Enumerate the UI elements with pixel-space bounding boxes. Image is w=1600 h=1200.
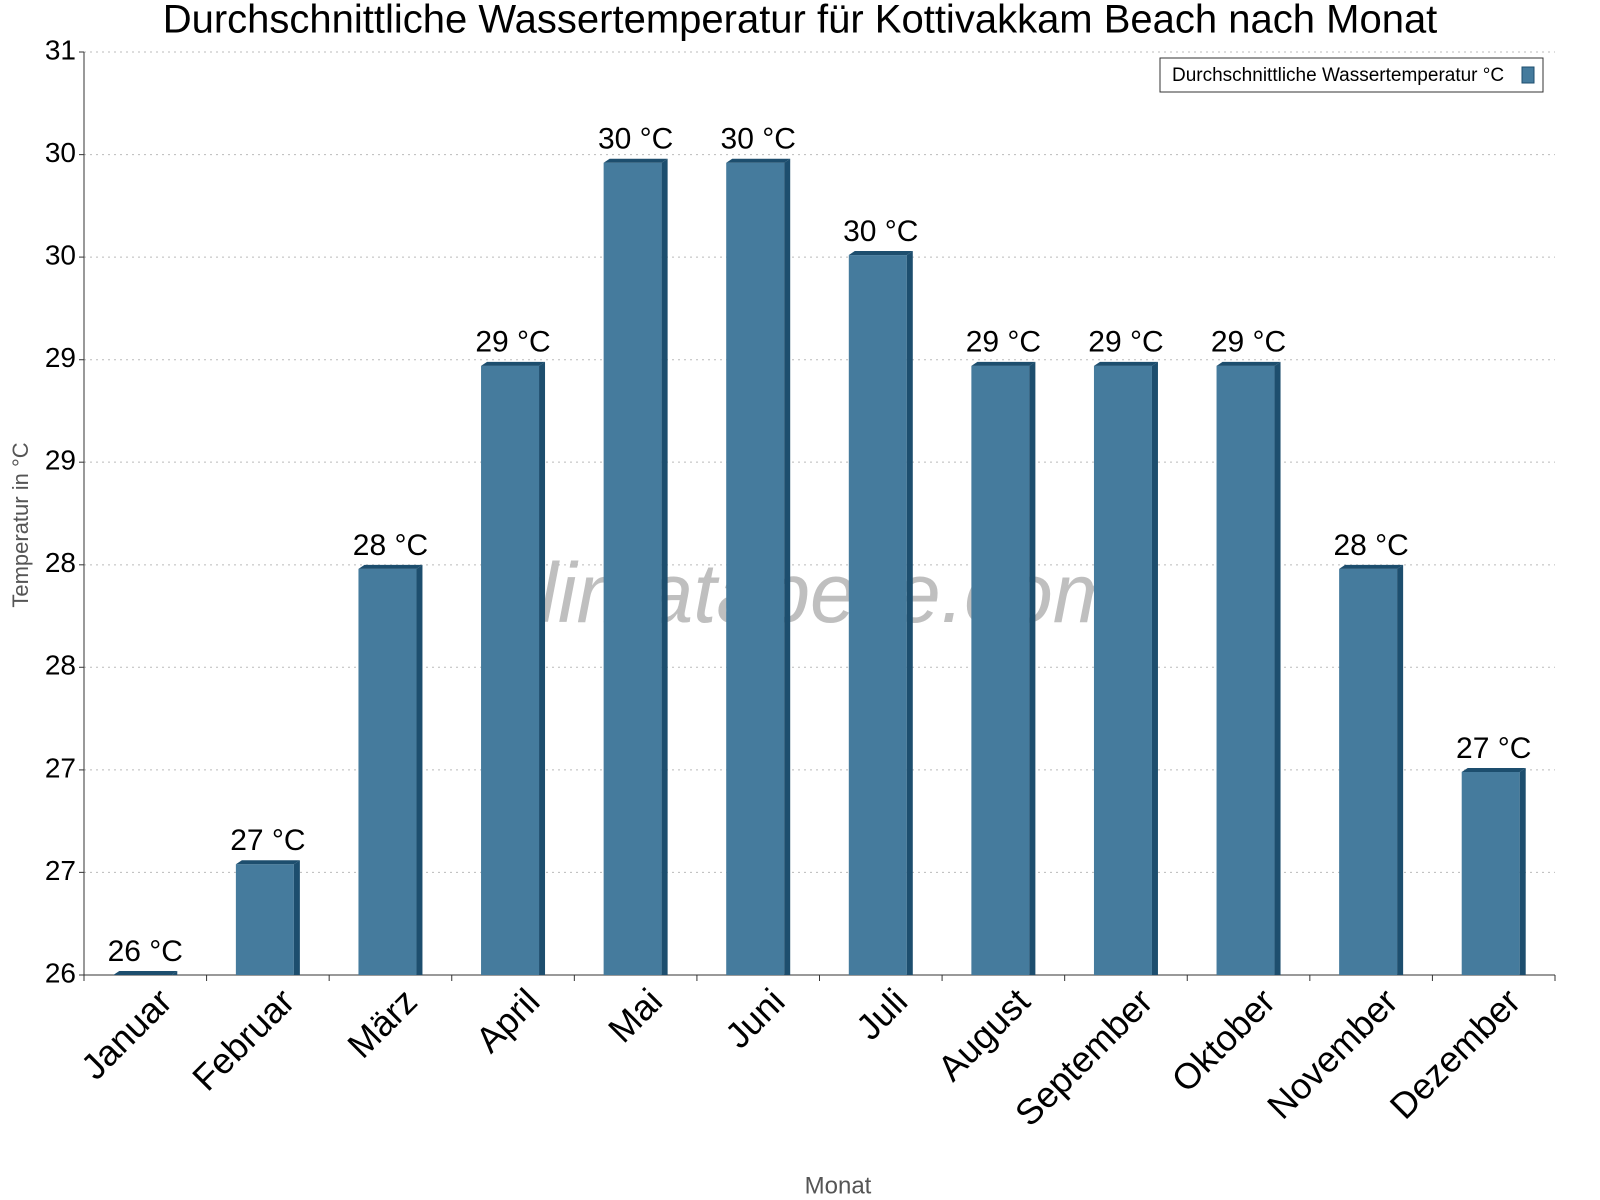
y-tick-label: 27 xyxy=(45,752,76,783)
bar-group xyxy=(848,251,913,975)
value-label: 29 °C xyxy=(1211,326,1286,359)
y-tick-label: 27 xyxy=(45,855,76,886)
bar xyxy=(1093,365,1152,975)
bar xyxy=(1216,365,1275,975)
x-tick-label: Juli xyxy=(848,980,915,1047)
bar-side xyxy=(784,158,791,975)
bar-top xyxy=(971,361,1036,366)
x-tick-label: Februar xyxy=(184,980,302,1098)
bar xyxy=(235,864,294,975)
bar-top xyxy=(358,564,423,569)
bar-side xyxy=(416,564,423,975)
y-tick-label: 30 xyxy=(45,239,76,270)
bar xyxy=(603,162,662,975)
bar-group xyxy=(726,158,791,975)
value-label: 27 °C xyxy=(230,824,305,857)
x-tick-label: November xyxy=(1259,980,1405,1126)
bar-top xyxy=(481,361,546,366)
chart-title: Durchschnittliche Wassertemperatur für K… xyxy=(163,0,1438,42)
bar-side xyxy=(1397,564,1404,975)
y-tick-label: 28 xyxy=(45,547,76,578)
value-label: 26 °C xyxy=(108,935,183,968)
bar-side xyxy=(1519,767,1526,975)
bar-top xyxy=(1339,564,1404,569)
bar-top xyxy=(235,860,300,865)
bar-top xyxy=(1216,361,1281,366)
bar-side xyxy=(906,251,913,975)
bar-group xyxy=(1093,361,1158,975)
value-label: 27 °C xyxy=(1456,732,1531,765)
x-tick-label: August xyxy=(930,980,1038,1088)
x-tick-label: Januar xyxy=(73,980,180,1087)
x-tick-label: Oktober xyxy=(1163,980,1283,1100)
value-label: 29 °C xyxy=(475,326,550,359)
x-tick-label: März xyxy=(339,980,425,1066)
y-tick-label: 29 xyxy=(45,342,76,373)
legend-box xyxy=(1159,57,1544,93)
bar-top xyxy=(726,158,791,163)
bar xyxy=(481,365,540,975)
bar xyxy=(1461,771,1520,975)
value-label: 30 °C xyxy=(721,123,796,156)
y-tick-label: 28 xyxy=(45,650,76,681)
x-tick-label: Mai xyxy=(600,980,670,1050)
bar-top xyxy=(1093,361,1158,366)
bar-top xyxy=(603,158,668,163)
x-tick-label: Dezember xyxy=(1382,980,1528,1126)
bar-top xyxy=(113,971,178,975)
bar-side xyxy=(1029,361,1036,975)
bar-side xyxy=(1274,361,1281,975)
y-axis-title: Temperatur in °C xyxy=(8,442,33,607)
value-label: 28 °C xyxy=(353,529,428,562)
bar-group xyxy=(113,971,178,975)
bar-group xyxy=(603,158,668,975)
x-tick-label: April xyxy=(468,980,548,1060)
bar-side xyxy=(539,361,546,975)
y-tick-label: 26 xyxy=(45,957,76,988)
x-tick-label: Juni xyxy=(717,980,793,1056)
value-label: 28 °C xyxy=(1333,529,1408,562)
bar xyxy=(726,162,785,975)
x-axis-title: Monat xyxy=(805,1172,872,1199)
bar-group xyxy=(235,860,300,975)
value-label: 30 °C xyxy=(843,215,918,248)
bar-side xyxy=(293,860,300,975)
bar-side xyxy=(1151,361,1158,975)
value-label: 29 °C xyxy=(1088,326,1163,359)
bar-group xyxy=(1461,767,1526,975)
bar xyxy=(358,568,417,975)
y-tick-label: 31 xyxy=(45,34,76,65)
value-label: 29 °C xyxy=(966,326,1041,359)
y-tick-label: 29 xyxy=(45,445,76,476)
bar xyxy=(848,255,907,975)
value-label: 30 °C xyxy=(598,123,673,156)
bar-group xyxy=(358,564,423,975)
bar-group xyxy=(1339,564,1404,975)
bar-top xyxy=(1461,767,1526,772)
legend-swatch xyxy=(1521,66,1535,84)
y-tick-label: 30 xyxy=(45,137,76,168)
legend-label: Durchschnittliche Wassertemperatur °C xyxy=(1172,65,1504,86)
bar-group xyxy=(1216,361,1281,975)
bar-group xyxy=(481,361,546,975)
bar-group xyxy=(971,361,1036,975)
bar-top xyxy=(848,251,913,256)
bar-side xyxy=(661,158,668,975)
bar xyxy=(971,365,1030,975)
bar xyxy=(1339,568,1398,975)
